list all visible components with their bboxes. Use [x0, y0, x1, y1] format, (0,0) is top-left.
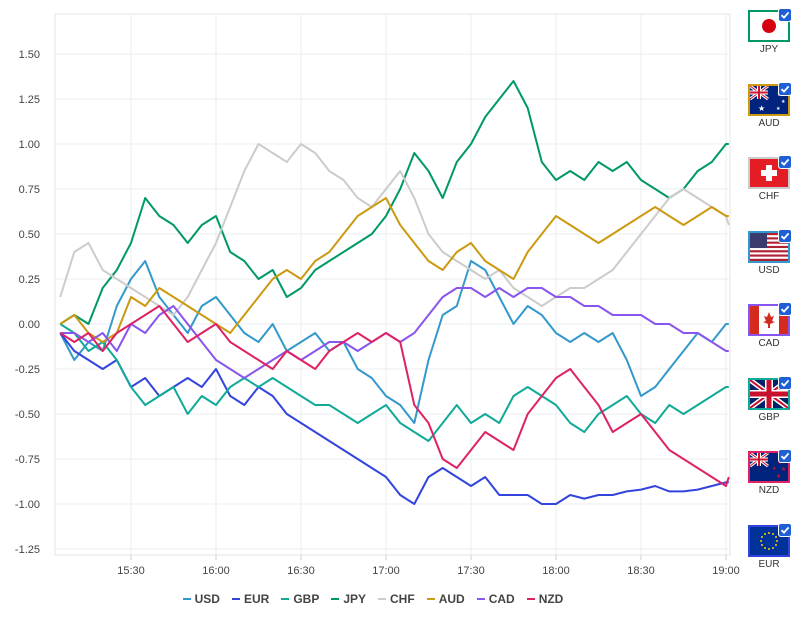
y-tick-label: 0.00 [19, 319, 40, 331]
currency-toggle-gbp[interactable]: GBP [748, 375, 792, 423]
x-tick-label: 16:00 [202, 565, 230, 577]
series-line-nzd[interactable] [59, 305, 730, 487]
legend-label: USD [194, 592, 220, 606]
jpy-flag-icon [748, 8, 792, 42]
legend-swatch [426, 597, 435, 600]
x-tick-label: 15:30 [117, 565, 145, 577]
currency-code-label: CHF [758, 191, 780, 202]
series-lines [59, 80, 730, 505]
currency-toggle-cad[interactable]: CAD [748, 302, 792, 349]
checkmark-icon[interactable] [778, 449, 792, 463]
checkmark-icon[interactable] [778, 81, 792, 96]
y-tick-label: -0.50 [15, 409, 40, 421]
grid [54, 13, 731, 556]
legend-label: AUD [438, 592, 465, 606]
currency-toggle-eur[interactable]: EUR [748, 522, 792, 570]
legend-swatch [331, 597, 340, 600]
chf-flag-icon [748, 155, 792, 189]
series-line-jpy[interactable] [59, 80, 729, 325]
legend-swatch [231, 597, 240, 600]
currency-toggle-nzd[interactable]: ★ ★ ★ ★ NZD [748, 449, 792, 496]
x-tick-label: 17:30 [457, 565, 485, 577]
legend-item-jpy[interactable]: JPY [331, 592, 366, 606]
y-tick-label: -1.25 [15, 544, 40, 556]
y-tick-label: -0.25 [15, 364, 40, 376]
checkmark-icon[interactable] [778, 8, 792, 22]
gbp-flag-icon [748, 375, 792, 410]
y-tick-label: 1.50 [19, 49, 40, 61]
legend-item-usd[interactable]: USD [182, 592, 220, 606]
x-tick-label: 18:00 [542, 565, 570, 577]
usd-flag-icon [748, 228, 792, 263]
x-tick-label: 19:00 [712, 565, 740, 577]
currency-code-label: NZD [758, 485, 780, 496]
legend-label: EUR [243, 592, 270, 606]
checkmark-icon[interactable] [778, 522, 792, 537]
nzd-flag-icon: ★ ★ ★ ★ [748, 449, 792, 483]
currency-code-label: GBP [758, 411, 780, 423]
legend-swatch [378, 597, 387, 600]
checkmark-icon[interactable] [778, 375, 792, 390]
legend-item-nzd[interactable]: NZD [526, 592, 564, 606]
legend-swatch [526, 597, 535, 600]
y-tick-label: 1.25 [19, 94, 40, 106]
legend-item-chf[interactable]: CHF [378, 592, 415, 606]
currency-toggle-usd[interactable]: USD [748, 228, 792, 276]
legend-label: NZD [538, 592, 564, 606]
y-axis: 1.50 1.25 1.00 0.75 0.50 0.25 0.00 -0.25 -0.50 -0… [15, 49, 40, 556]
series-line-aud[interactable] [59, 197, 729, 343]
y-tick-label: 0.75 [19, 184, 40, 196]
x-axis: 15:30 16:00 16:30 17:00 17:30 18:00 18:30 19:00 [117, 555, 740, 577]
currency-code-label: EUR [758, 558, 780, 570]
svg-text:★: ★ [776, 106, 781, 112]
legend-item-aud[interactable]: AUD [426, 592, 465, 606]
y-tick-label: 0.25 [19, 274, 40, 286]
x-tick-label: 16:30 [287, 565, 315, 577]
checkmark-icon[interactable] [778, 302, 792, 316]
currency-code-label: CAD [758, 338, 780, 349]
svg-text:★: ★ [758, 104, 765, 113]
currency-code-label: AUD [758, 117, 780, 129]
legend-item-gbp[interactable]: GBP [281, 592, 319, 606]
svg-text:★: ★ [781, 99, 786, 105]
svg-text:★: ★ [772, 466, 777, 472]
currency-toggle-chf[interactable]: CHF [748, 155, 792, 202]
y-tick-label: 1.00 [19, 139, 40, 151]
svg-text:★: ★ [781, 466, 786, 473]
x-tick-label: 18:30 [627, 565, 655, 577]
currency-code-label: JPY [759, 44, 779, 55]
series-line-gbp[interactable] [59, 323, 729, 442]
aud-flag-icon: ★★★★ [748, 81, 792, 116]
legend-item-eur[interactable]: EUR [231, 592, 270, 606]
legend-item-cad[interactable]: CAD [476, 592, 515, 606]
y-tick-label: -1.00 [15, 499, 40, 511]
legend-label: JPY [343, 592, 367, 606]
svg-text:★: ★ [776, 473, 781, 480]
legend-swatch [476, 597, 485, 600]
series-line-eur[interactable] [59, 332, 729, 505]
currency-chart: 1.50 1.25 1.00 0.75 0.50 0.25 0.00 -0.25 -0.50 -0… [15, 13, 740, 577]
eur-flag-icon [748, 522, 792, 557]
currency-code-label: USD [758, 264, 780, 276]
currency-toggle-jpy[interactable]: JPY [748, 8, 792, 55]
series-line-chf[interactable] [59, 143, 730, 316]
legend-swatch [182, 597, 191, 600]
plot-border [54, 13, 731, 556]
legend: USD EUR GBP JPY CHF AUD CAD NZD [0, 592, 746, 606]
legend-label: GBP [293, 592, 320, 606]
y-tick-label: 0.50 [19, 229, 40, 241]
legend-label: CAD [488, 592, 515, 606]
cad-flag-icon [748, 302, 792, 336]
y-tick-label: -0.75 [15, 454, 40, 466]
currency-toggle-aud[interactable]: ★★★★AUD [748, 81, 792, 129]
legend-label: CHF [390, 592, 415, 606]
checkmark-icon[interactable] [778, 228, 792, 243]
legend-swatch [281, 597, 290, 600]
checkmark-icon[interactable] [778, 155, 792, 169]
x-tick-label: 17:00 [372, 565, 400, 577]
